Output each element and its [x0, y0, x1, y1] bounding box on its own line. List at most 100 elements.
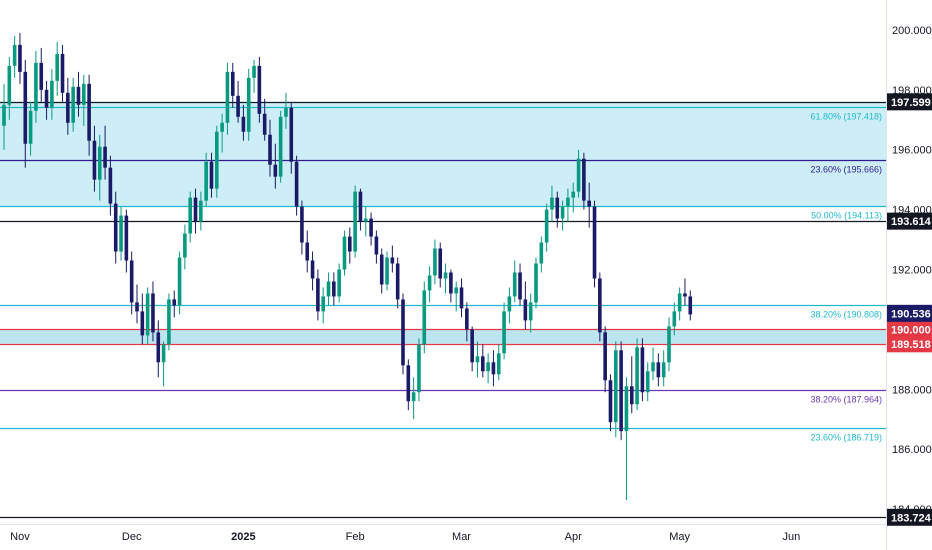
candle-body-65	[348, 236, 352, 252]
candle-body-111	[592, 206, 597, 279]
candle-body-57	[305, 242, 310, 261]
candle-body-75	[401, 299, 405, 366]
time-tick-label: Dec	[122, 531, 142, 543]
candle-body-61	[326, 281, 331, 297]
time-tick-label: Feb	[346, 531, 365, 543]
candle-body-20	[108, 167, 113, 204]
candle-body-77	[411, 392, 416, 402]
candle-body-120	[640, 347, 645, 393]
candle-body-76	[406, 365, 411, 402]
time-tick-label: Apr	[565, 531, 582, 543]
candle-body-100	[534, 263, 538, 303]
price-badge-6-bg	[887, 320, 932, 338]
candle-body-83	[443, 272, 448, 279]
candle-body-122	[651, 362, 655, 372]
candle-body-124	[661, 362, 666, 378]
candle-body-92	[491, 362, 496, 375]
candle-body-12	[66, 92, 70, 123]
time-tick-label: Nov	[10, 531, 30, 543]
candle-body-86	[459, 287, 464, 309]
candle-body-38	[204, 161, 208, 201]
last-price-badge-bg	[887, 304, 932, 322]
candle-body-11	[60, 53, 65, 93]
candle-body-101	[539, 242, 544, 264]
candle-body-26	[140, 311, 145, 336]
candle-body-104	[555, 197, 560, 219]
candle-body-39	[209, 161, 214, 189]
candle-body-5	[28, 110, 33, 144]
price-badge-0-bg	[887, 93, 932, 111]
candle-body-127	[677, 293, 682, 312]
time-tick-label: Mar	[452, 531, 471, 543]
price-tick-label: 188.000	[892, 384, 932, 396]
candle-body-63	[337, 269, 341, 297]
candle-body-14	[76, 86, 81, 105]
zone-1	[0, 329, 886, 344]
candle-body-35	[188, 197, 192, 234]
candle-body-17	[92, 140, 97, 180]
price-badge-0: 197.599	[891, 97, 931, 109]
price-badge-7-bg	[887, 335, 932, 353]
candle-body-15	[82, 83, 86, 105]
candle-body-95	[507, 296, 512, 312]
price-badge-10: 183.724	[891, 512, 932, 524]
candle-body-99	[528, 302, 533, 321]
candle-body-70	[374, 236, 379, 255]
candle-body-29	[156, 332, 161, 363]
candle-body-64	[342, 236, 347, 270]
candle-body-110	[587, 200, 591, 207]
candle-body-112	[598, 278, 602, 333]
price-badge-4: 193.614	[891, 216, 932, 228]
candle-body-69	[369, 218, 373, 237]
candle-body-47	[252, 65, 256, 78]
price-tick-label: 200.000	[892, 25, 932, 37]
fib-label-1: 61.80% (197.418)	[810, 112, 882, 122]
candle-body-56	[300, 206, 304, 243]
candle-body-22	[119, 215, 123, 252]
candle-body-13	[71, 86, 75, 123]
last-price-badge: 190.536	[891, 308, 931, 320]
fib-labels-layer: 61.80% (197.418) 23.60% (195.666) 50.00% (…	[810, 112, 882, 443]
candle-body-114	[608, 380, 613, 423]
price-badge-6: 190.000	[891, 324, 931, 336]
candle-body-40	[215, 131, 219, 189]
candle-body-4	[23, 71, 28, 144]
candle-body-8	[44, 89, 49, 108]
candle-body-82	[438, 248, 443, 279]
candle-body-125	[667, 326, 671, 363]
candle-body-58	[310, 260, 315, 279]
candle-body-80	[427, 275, 432, 291]
candle-body-3	[18, 44, 22, 72]
candle-body-116	[619, 350, 623, 432]
candles-layer	[2, 32, 693, 501]
candle-body-94	[502, 311, 506, 354]
candle-body-31	[167, 299, 171, 345]
candle-body-43	[230, 71, 235, 96]
candle-body-91	[486, 362, 490, 372]
candle-body-23	[124, 215, 129, 261]
candle-body-52	[278, 116, 283, 177]
time-axis[interactable]: Nov Dec 2025 Feb Mar Apr May Jun	[10, 531, 800, 543]
price-badge-10-bg	[887, 508, 932, 526]
candle-body-24	[129, 260, 134, 303]
candle-body-9	[50, 80, 54, 108]
candle-body-123	[656, 362, 661, 378]
fib-label-8: 38.20% (187.964)	[810, 395, 882, 405]
zones-layer	[0, 101, 886, 344]
candle-body-93	[496, 353, 501, 375]
time-tick-label: 2025	[231, 531, 255, 543]
candle-body-27	[145, 293, 150, 336]
candle-body-109	[582, 158, 586, 201]
candle-body-32	[172, 299, 177, 306]
candle-body-62	[332, 281, 336, 297]
candle-body-60	[321, 296, 325, 312]
candle-body-115	[614, 350, 618, 423]
candle-body-19	[103, 146, 107, 168]
candle-body-102	[544, 209, 549, 243]
candle-body-48	[257, 65, 262, 114]
candle-body-107	[571, 191, 576, 198]
candle-body-45	[241, 116, 246, 132]
candle-body-2	[12, 44, 17, 66]
candle-body-68	[363, 218, 368, 222]
